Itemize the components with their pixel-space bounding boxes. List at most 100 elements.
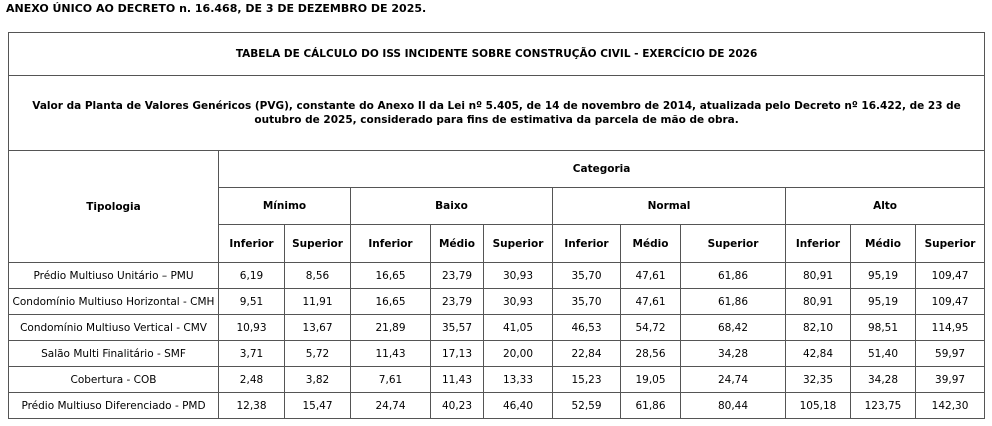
- value-cell: 10,93: [218, 314, 285, 341]
- value-cell: 3,82: [284, 366, 351, 393]
- value-cell: 11,91: [284, 288, 351, 315]
- value-cell: 23,79: [430, 262, 484, 289]
- value-cell: 35,70: [552, 288, 621, 315]
- value-cell: 20,00: [483, 340, 553, 367]
- column-header: Inferior: [218, 224, 285, 263]
- value-cell: 51,40: [850, 340, 916, 367]
- value-cell: 34,28: [680, 340, 786, 367]
- value-cell: 2,48: [218, 366, 285, 393]
- value-cell: 105,18: [785, 392, 851, 419]
- value-cell: 61,86: [680, 288, 786, 315]
- value-cell: 123,75: [850, 392, 916, 419]
- value-cell: 5,72: [284, 340, 351, 367]
- tipologia-header: Tipologia: [8, 150, 219, 263]
- value-cell: 80,91: [785, 262, 851, 289]
- value-cell: 30,93: [483, 288, 553, 315]
- table-description: Valor da Planta de Valores Genéricos (PV…: [7, 75, 986, 151]
- value-cell: 7,61: [350, 366, 431, 393]
- value-cell: 109,47: [914, 288, 986, 315]
- value-cell: 8,56: [284, 262, 351, 289]
- table-row: Inferior Superior Inferior Médio Superior Inf…: [9, 224, 986, 263]
- value-cell: 47,61: [620, 262, 681, 289]
- value-cell: 21,89: [350, 314, 431, 341]
- group-header: Normal: [552, 187, 786, 225]
- iss-table: TABELA DE CÁLCULO DO ISS INCIDENTE SOBRE…: [7, 32, 986, 419]
- value-cell: 80,44: [680, 392, 786, 419]
- column-header: Superior: [680, 224, 786, 263]
- value-cell: 39,97: [914, 366, 986, 393]
- table-body: TABELA DE CÁLCULO DO ISS INCIDENTE SOBRE…: [7, 32, 986, 419]
- value-cell: 28,56: [620, 340, 681, 367]
- value-cell: 47,61: [620, 288, 681, 315]
- value-cell: 109,47: [914, 262, 986, 289]
- column-header: Superior: [914, 224, 986, 263]
- value-cell: 23,79: [430, 288, 484, 315]
- value-cell: 19,05: [620, 366, 681, 393]
- column-header: Superior: [284, 224, 351, 263]
- column-header: Médio: [430, 224, 484, 263]
- value-cell: 15,47: [284, 392, 351, 419]
- table-row: Valor da Planta de Valores Genéricos (PV…: [7, 75, 986, 151]
- tipologia-cell: Condomínio Multiuso Vertical - CMV: [8, 314, 219, 341]
- table-row: Condomínio Multiuso Vertical - CMV 10,93 1…: [8, 314, 986, 341]
- table-row: TABELA DE CÁLCULO DO ISS INCIDENTE SOBRE…: [7, 32, 986, 76]
- value-cell: 34,28: [850, 366, 916, 393]
- value-cell: 32,35: [785, 366, 851, 393]
- column-header: Médio: [620, 224, 681, 263]
- table-row: Tipologia Categoria: [8, 150, 986, 263]
- value-cell: 40,23: [430, 392, 484, 419]
- tipologia-cell: Prédio Multiuso Diferenciado - PMD: [8, 392, 219, 419]
- table-row: Prédio Multiuso Unitário – PMU 6,19 8,56 16…: [8, 262, 986, 289]
- group-header: Mínimo: [218, 187, 351, 225]
- column-header: Inferior: [350, 224, 431, 263]
- value-cell: 95,19: [850, 288, 916, 315]
- table-row: Condomínio Multiuso Horizontal - CMH 9,51…: [8, 288, 986, 315]
- value-cell: 15,23: [552, 366, 621, 393]
- value-cell: 35,70: [552, 262, 621, 289]
- value-cell: 11,43: [350, 340, 431, 367]
- value-cell: 13,33: [483, 366, 553, 393]
- value-cell: 142,30: [914, 392, 986, 419]
- value-cell: 46,53: [552, 314, 621, 341]
- value-cell: 24,74: [350, 392, 431, 419]
- value-cell: 68,42: [680, 314, 786, 341]
- value-cell: 16,65: [350, 288, 431, 315]
- value-cell: 11,43: [430, 366, 484, 393]
- value-cell: 12,38: [218, 392, 285, 419]
- value-cell: 16,65: [350, 262, 431, 289]
- table-title: TABELA DE CÁLCULO DO ISS INCIDENTE SOBRE…: [7, 32, 986, 76]
- value-cell: 46,40: [483, 392, 553, 419]
- value-cell: 41,05: [483, 314, 553, 341]
- group-header: Baixo: [350, 187, 553, 225]
- group-header: Alto: [784, 187, 986, 225]
- column-header: Médio: [850, 224, 916, 263]
- tipologia-cell: Condomínio Multiuso Horizontal - CMH: [8, 288, 219, 315]
- table-row: Mínimo Baixo Normal Alto: [9, 187, 986, 225]
- heading: ANEXO ÚNICO AO DECRETO n. 16.468, DE 3 D…: [6, 2, 427, 15]
- value-cell: 61,86: [680, 262, 786, 289]
- value-cell: 24,74: [680, 366, 786, 393]
- value-cell: 6,19: [218, 262, 285, 289]
- value-cell: 52,59: [552, 392, 621, 419]
- value-cell: 61,86: [620, 392, 681, 419]
- column-header: Superior: [483, 224, 553, 263]
- value-cell: 80,91: [785, 288, 851, 315]
- tipologia-cell: Salão Multi Finalitário - SMF: [8, 340, 219, 367]
- value-cell: 82,10: [785, 314, 851, 341]
- value-cell: 22,84: [552, 340, 621, 367]
- value-cell: 98,51: [850, 314, 916, 341]
- category-label: Categoria: [217, 150, 986, 188]
- value-cell: 9,51: [218, 288, 285, 315]
- value-cell: 114,95: [914, 314, 986, 341]
- table-row: Prédio Multiuso Diferenciado - PMD 12,38 1…: [8, 392, 986, 419]
- tipologia-cell: Cobertura - COB: [8, 366, 219, 393]
- value-cell: 42,84: [785, 340, 851, 367]
- value-cell: 95,19: [850, 262, 916, 289]
- value-cell: 59,97: [914, 340, 986, 367]
- value-cell: 35,57: [430, 314, 484, 341]
- column-header: Inferior: [785, 224, 851, 263]
- value-cell: 13,67: [284, 314, 351, 341]
- table-row: Cobertura - COB 2,48 3,82 7,61 11,43 13,33 15,…: [8, 366, 986, 393]
- value-cell: 30,93: [483, 262, 553, 289]
